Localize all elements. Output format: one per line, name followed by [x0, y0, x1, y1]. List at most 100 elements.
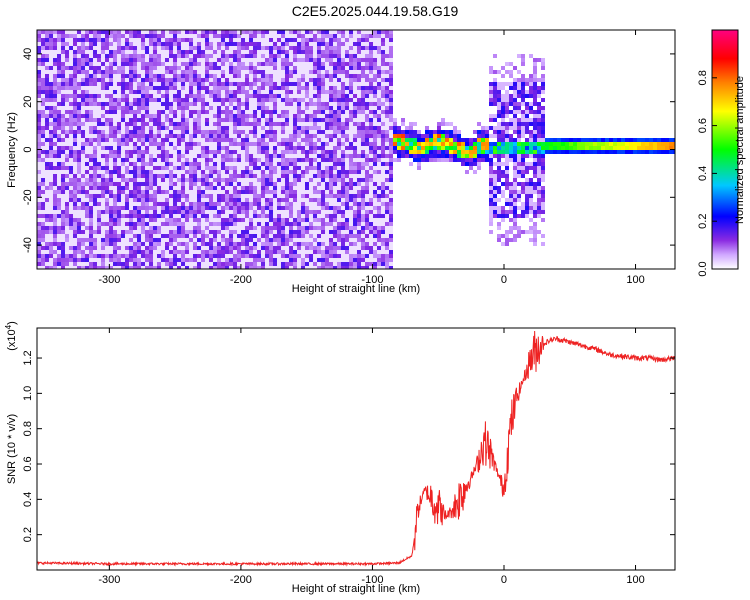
spectrogram-cell [153, 70, 157, 74]
spectrogram-cell [201, 66, 205, 70]
spectrogram-cell [277, 194, 281, 198]
spectrogram-cell [285, 62, 289, 66]
spectrogram-cell [157, 262, 161, 266]
spectrogram-cell [245, 114, 249, 118]
spectrogram-cell [345, 166, 349, 170]
spectrogram-cell [277, 166, 281, 170]
spectrogram-cell [293, 146, 297, 150]
spectrogram-cell [261, 214, 265, 218]
spectrogram-cell [209, 174, 213, 178]
spectrogram-cell [137, 46, 141, 50]
spectrogram-cell [349, 30, 353, 34]
spectrogram-cell [233, 90, 237, 94]
spectrogram-cell [109, 90, 113, 94]
spectrogram-cell [81, 30, 85, 34]
spectrogram-cell [277, 182, 281, 186]
spectrogram-cell [45, 78, 49, 82]
spectrogram-cell [145, 62, 149, 66]
spectrogram-cell [273, 182, 277, 186]
spectrogram-cell [165, 262, 169, 266]
spectrogram-cell [357, 62, 361, 66]
spectrogram-cell [169, 106, 173, 110]
spectrogram-cell [201, 70, 205, 74]
spectrogram-cell [65, 258, 69, 262]
spectrogram-cell [237, 58, 241, 62]
spectrogram-cell [293, 234, 297, 238]
spectrogram-cell [277, 82, 281, 86]
spectrogram-cell [145, 214, 149, 218]
spectrogram-cell [69, 214, 73, 218]
spectrogram-cell [57, 206, 61, 210]
spectrogram-cell [61, 34, 65, 38]
spectrogram-cell [181, 170, 185, 174]
spectrogram-cell [257, 150, 261, 154]
spectrogram-cell [317, 62, 321, 66]
spectrogram-cell [305, 114, 309, 118]
spectrogram-cell [357, 78, 361, 82]
spectrogram-cell [365, 206, 369, 210]
spectrogram-cell [217, 166, 221, 170]
spectrogram-cell [113, 186, 117, 190]
spectrogram-cell [161, 150, 165, 154]
spectrogram-cell [89, 266, 93, 269]
spectrogram-cell [73, 46, 77, 50]
spectrogram-cell [197, 182, 201, 186]
spectrogram-cell [301, 54, 305, 58]
spectrogram-cell [253, 106, 257, 110]
spectrogram-cell [293, 202, 297, 206]
spectrogram-cell [129, 150, 133, 154]
spectrogram-cell [141, 102, 145, 106]
spectrogram-cell [101, 210, 105, 214]
spectrogram-cell [157, 178, 161, 182]
spectrogram-cell [69, 50, 73, 54]
spectrogram-cell [189, 82, 193, 86]
spectrogram-cell [65, 62, 69, 66]
spectrogram-cell [197, 230, 201, 234]
spectrogram-cell [237, 134, 241, 138]
spectrogram-cell [329, 122, 333, 126]
spectrogram-cell [101, 62, 105, 66]
spectrogram-cell [61, 254, 65, 258]
spectrogram-cell [337, 106, 341, 110]
spectrogram-cell [89, 182, 93, 186]
spectrogram-cell [217, 86, 221, 90]
spectrogram-cell [153, 178, 157, 182]
spectrogram-cell [137, 146, 141, 150]
spectrogram-cell [265, 38, 269, 42]
spectrogram-cell [109, 102, 113, 106]
spectrogram-cell [221, 234, 225, 238]
spectrogram-cell [85, 86, 89, 90]
spectrogram-cell [301, 70, 305, 74]
spectrogram-cell [149, 190, 153, 194]
spectrogram-cell [197, 58, 201, 62]
spectrogram-cell [181, 30, 185, 34]
spectrogram-cell [221, 134, 225, 138]
spectrogram-cell [257, 98, 261, 102]
spectrogram-cell [117, 246, 121, 250]
spectrogram-cell [41, 194, 45, 198]
spectrogram-cell [237, 170, 241, 174]
spectrogram-cell [81, 174, 85, 178]
spectrogram-cell [273, 242, 277, 246]
spectrogram-cell [309, 226, 313, 230]
spectrogram-cell [81, 42, 85, 46]
spectrogram-cell [261, 194, 265, 198]
spectrogram-cell [69, 134, 73, 138]
spectrogram-cell [273, 262, 277, 266]
spectrogram-cell [85, 174, 89, 178]
spectrogram-cell [37, 114, 41, 118]
spectrogram-cell [105, 210, 109, 214]
spectrogram-cell [117, 82, 121, 86]
spectrogram-cell [341, 146, 345, 150]
spectrogram-cell [213, 234, 217, 238]
spectrogram-cell [161, 78, 165, 82]
spectrogram-cell [41, 250, 45, 254]
spectrogram-cell [285, 138, 289, 142]
spectrogram-cell [345, 262, 349, 266]
spectrogram-cell [93, 110, 97, 114]
spectrogram-cell [173, 214, 177, 218]
spectrogram-cell [361, 198, 365, 202]
spectrogram-cell [113, 118, 117, 122]
spectrogram-cell [329, 54, 333, 58]
spectrogram-cell [49, 138, 53, 142]
